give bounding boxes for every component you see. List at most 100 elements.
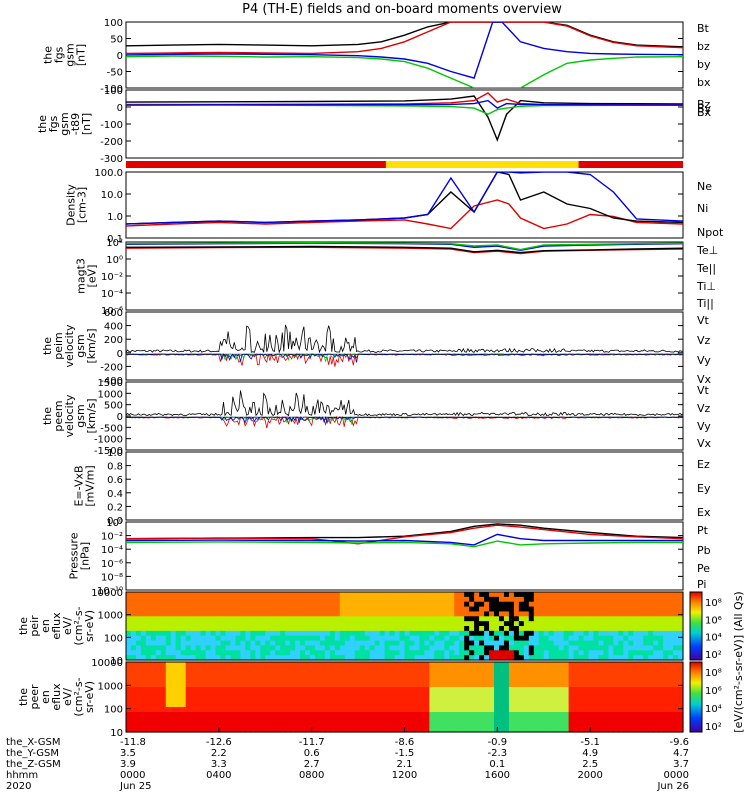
- spectrogram-cell: [384, 626, 391, 632]
- spectrogram-cell: [608, 621, 614, 627]
- spectrogram-cell: [270, 626, 276, 632]
- spectrogram-cell: [314, 645, 321, 651]
- spectrogram-cell: [494, 712, 500, 718]
- spectrogram-cell: [454, 667, 460, 673]
- spectrogram-cell: [260, 722, 266, 728]
- spectrogram-cell: [553, 687, 560, 693]
- spectrogram-cell: [638, 707, 644, 713]
- spectrogram-cell: [364, 687, 371, 693]
- spectrogram-cell: [344, 662, 351, 668]
- spectrogram-cell: [553, 692, 560, 698]
- spectrogram-cell: [673, 712, 679, 718]
- spectrogram-cell: [553, 727, 560, 733]
- spectrogram-cell: [588, 702, 595, 708]
- spectrogram-cell: [250, 667, 256, 673]
- spectrogram-cell: [394, 672, 401, 678]
- spectrogram-cell: [280, 635, 286, 642]
- spectrogram-cell: [503, 707, 510, 713]
- y-axis-label-line: en: [39, 690, 52, 704]
- spectrogram-cell: [135, 727, 142, 733]
- spectrogram-cell: [618, 682, 624, 688]
- spectrogram-cell: [489, 596, 495, 603]
- spectrogram-cell: [200, 650, 207, 656]
- spectrogram-cell: [489, 662, 495, 668]
- spectrogram-cell: [523, 677, 530, 683]
- spectrogram-cell: [658, 601, 664, 608]
- spectrogram-cell: [324, 640, 331, 647]
- spectrogram-cell: [484, 667, 490, 673]
- spectrogram-cell: [434, 722, 440, 728]
- spectrogram-cell: [638, 682, 644, 688]
- spectrogram-cell: [444, 692, 450, 698]
- spectrogram-cell: [449, 727, 455, 733]
- spectrogram-cell: [494, 682, 500, 688]
- spectrogram-cell: [205, 712, 212, 718]
- spectrogram-cell: [200, 606, 207, 613]
- spectrogram-cell: [170, 697, 177, 703]
- spectrogram-cell: [369, 687, 376, 693]
- spectrogram-cell: [593, 687, 600, 693]
- spectrogram-cell: [200, 687, 207, 693]
- spectrogram-cell: [215, 606, 222, 613]
- spectrogram-cell: [474, 601, 480, 608]
- spectrogram-cell: [618, 722, 624, 728]
- spectrogram-cell: [623, 727, 629, 733]
- spectrogram-cell: [230, 606, 237, 613]
- spectrogram-cell: [538, 645, 545, 651]
- spectrogram-cell: [583, 707, 590, 713]
- spectrogram-cell: [414, 645, 421, 651]
- spectrogram-cell: [160, 687, 167, 693]
- spectrogram-cell: [668, 682, 674, 688]
- spectrogram-cell: [324, 722, 331, 728]
- spectrogram-cell: [608, 667, 614, 673]
- spectrogram-cell: [379, 687, 386, 693]
- spectrogram-cell: [459, 655, 465, 661]
- spectrogram-cell: [180, 655, 187, 661]
- spectrogram-cell: [195, 596, 202, 603]
- spectrogram-cell: [553, 601, 560, 608]
- spectrogram-cell: [235, 655, 241, 661]
- ephemeris-value: 0.6: [304, 748, 320, 759]
- spectrogram-cell: [180, 667, 187, 673]
- spectrogram-cell: [613, 722, 619, 728]
- spectrogram-cell: [339, 707, 346, 713]
- spectrogram-cell: [404, 687, 411, 693]
- spectrogram-cell: [598, 650, 605, 656]
- spectrogram-cell: [404, 712, 411, 718]
- spectrogram-cell: [364, 606, 371, 613]
- spectrogram-cell: [319, 667, 326, 673]
- spectrogram-cell: [339, 630, 346, 637]
- spectrogram-cell: [140, 712, 147, 718]
- spectrogram-cell: [523, 692, 530, 698]
- spectrogram-cell: [439, 722, 445, 728]
- spectrogram-cell: [523, 712, 530, 718]
- spectrogram-cell: [130, 662, 137, 668]
- spectrogram-cell: [130, 601, 137, 608]
- y-axis-label-line: [km/s]: [85, 398, 98, 433]
- spectrogram-cell: [633, 722, 639, 728]
- spectrogram-cell: [399, 640, 406, 647]
- spectrogram-cell: [205, 662, 212, 668]
- spectrogram-cell: [334, 677, 341, 683]
- spectrogram-cell: [200, 677, 207, 683]
- spectrogram-cell: [384, 635, 391, 642]
- spectrogram-cell: [295, 717, 301, 723]
- spectrogram-cell: [329, 626, 336, 632]
- spectrogram-cell: [643, 606, 649, 613]
- spectrogram-cell: [508, 697, 515, 703]
- spectrogram-cell: [503, 667, 510, 673]
- spectrogram-cell: [140, 645, 147, 651]
- spectrogram-cell: [260, 650, 266, 656]
- spectrogram-cell: [663, 640, 669, 647]
- spectrogram-cell: [439, 717, 445, 723]
- spectrogram-cell: [265, 650, 271, 656]
- ephemeris-value: 4.9: [582, 748, 598, 759]
- spectrogram-cell: [225, 662, 232, 668]
- spectrogram-cell: [628, 702, 634, 708]
- spectrogram-cell: [165, 611, 172, 617]
- spectrogram-cell: [225, 672, 232, 678]
- spectrogram-cell: [503, 672, 510, 678]
- spectrogram-cell: [324, 635, 331, 642]
- spectrogram-cell: [126, 702, 132, 708]
